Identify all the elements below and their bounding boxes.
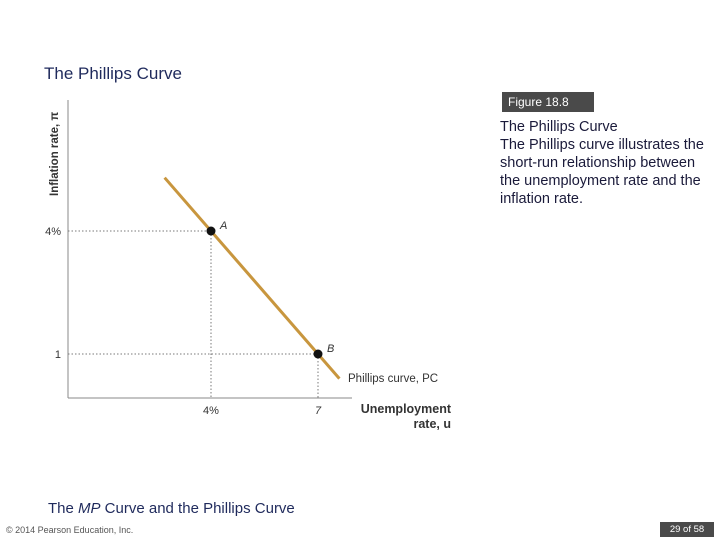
series-label-phillips-curve: Phillips curve, PC bbox=[348, 373, 438, 385]
point-b-marker bbox=[313, 349, 323, 359]
point-a-label: A bbox=[219, 220, 227, 232]
x-axis-label-line2: rate, u bbox=[413, 417, 451, 431]
point-b-label: B bbox=[327, 343, 334, 355]
y-axis-label: Inflation rate, π bbox=[49, 112, 61, 196]
page-number: 29 of 58 bbox=[660, 522, 714, 537]
point-a-marker bbox=[206, 226, 216, 236]
copyright-text: © 2014 Pearson Education, Inc. bbox=[6, 525, 134, 535]
subtitle-em: MP bbox=[78, 500, 101, 517]
phillips-curve-line bbox=[163, 176, 341, 380]
figure-caption: The Phillips Curve The Phillips curve il… bbox=[500, 118, 710, 208]
y-tick-label-1: 1 bbox=[55, 349, 61, 361]
caption-title: The Phillips Curve bbox=[500, 119, 618, 135]
x-axis-label-line1: Unemployment bbox=[361, 402, 452, 416]
slide-subtitle: The MP Curve and the Phillips Curve bbox=[48, 500, 295, 517]
caption-text: The Phillips curve illustrates the short… bbox=[500, 137, 704, 207]
x-tick-label-7: 7 bbox=[315, 405, 322, 417]
y-tick-label-4pct: 4% bbox=[45, 226, 61, 238]
slide-title: The Phillips Curve bbox=[44, 64, 182, 83]
x-tick-label-4pct: 4% bbox=[203, 405, 219, 417]
subtitle-post: Curve and the Phillips Curve bbox=[100, 500, 295, 517]
figure-label: Figure 18.8 bbox=[502, 92, 594, 112]
subtitle-pre: The bbox=[48, 500, 79, 517]
